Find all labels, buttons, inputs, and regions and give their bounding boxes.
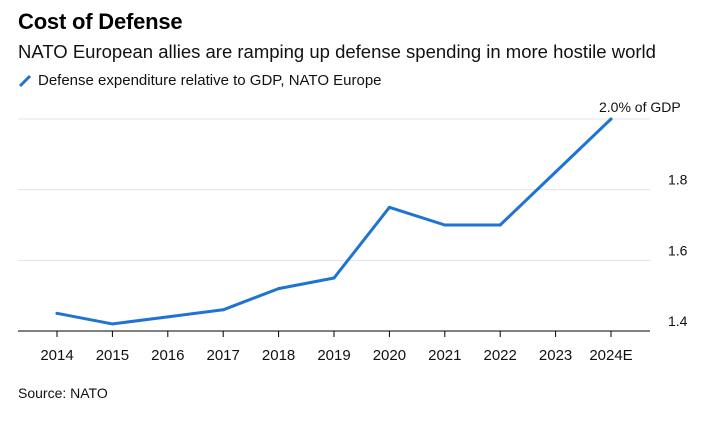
x-tick-label-5: 2019	[317, 347, 350, 364]
x-tick-label-4: 2018	[262, 347, 295, 364]
x-tick-label-1: 2015	[96, 347, 129, 364]
x-tick-label-7: 2021	[428, 347, 461, 364]
x-tick-label-0: 2014	[40, 347, 73, 364]
x-tick-label-3: 2017	[207, 347, 240, 364]
data-point-0-4	[277, 287, 281, 291]
data-point-0-5	[332, 276, 336, 280]
y-tick-label-0: 1.4	[668, 313, 688, 329]
series-line-0	[55, 117, 613, 326]
chart-legend: Defense expenditure relative to GDP, NAT…	[18, 72, 382, 89]
annotation-label-0: 2.0% of GDP	[599, 99, 681, 115]
legend-line-icon	[18, 74, 32, 87]
y-tick-label-1: 1.6	[668, 242, 688, 258]
data-point-0-9	[554, 170, 558, 174]
data-point-0-8	[498, 223, 502, 227]
x-tick-label-9: 2023	[539, 347, 572, 364]
x-tick-label-2: 2016	[151, 347, 184, 364]
data-point-0-10	[609, 117, 613, 121]
chart-title: Cost of Defense	[18, 9, 183, 34]
data-point-0-6	[387, 205, 391, 209]
x-tick-label-10: 2024E	[589, 347, 632, 364]
data-point-0-0	[55, 311, 59, 315]
data-point-0-1	[110, 322, 114, 326]
data-point-0-3	[221, 308, 225, 312]
source-note: Source: NATO	[18, 385, 108, 401]
chart-subtitle: NATO European allies are ramping up defe…	[18, 41, 656, 62]
y-tick-label-2: 1.8	[668, 172, 688, 188]
legend-label: Defense expenditure relative to GDP, NAT…	[38, 72, 382, 89]
data-point-0-7	[443, 223, 447, 227]
data-point-0-2	[166, 315, 170, 319]
x-tick-label-6: 2020	[373, 347, 406, 364]
x-tick-label-8: 2022	[484, 347, 517, 364]
